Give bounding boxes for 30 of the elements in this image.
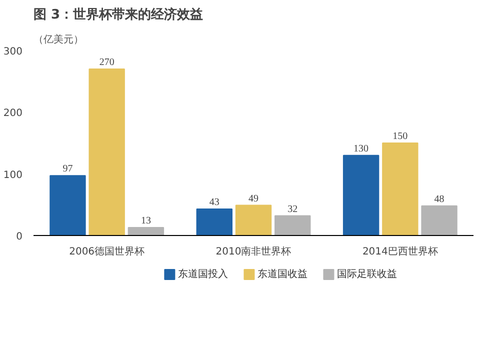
y-tick-label: 100 <box>3 170 23 181</box>
bar <box>88 68 125 236</box>
bar <box>342 154 380 236</box>
data-label: 130 <box>354 143 369 154</box>
legend-label: 东道国收益 <box>257 268 308 280</box>
x-tick-label: 2006德国世界杯 <box>69 246 145 258</box>
bar <box>50 175 86 236</box>
bar <box>235 204 272 236</box>
bar <box>421 205 458 236</box>
bar <box>196 208 232 236</box>
legend-label: 东道国投入 <box>178 268 228 280</box>
data-label: 97 <box>62 164 73 175</box>
data-label: 49 <box>248 193 258 204</box>
data-label: 43 <box>209 196 220 208</box>
data-label: 32 <box>288 204 298 215</box>
data-label: 48 <box>434 194 444 205</box>
y-tick-label: 0 <box>16 232 23 242</box>
data-label: 150 <box>392 131 408 142</box>
bar <box>274 215 311 236</box>
x-tick-label: 2014巴西世界杯 <box>362 246 438 258</box>
legend-label: 国际足联收益 <box>336 268 397 280</box>
data-label: 270 <box>99 57 114 68</box>
x-tick-label: 2010南非世界杯 <box>216 246 292 258</box>
y-tick-label: 200 <box>3 108 23 120</box>
bar <box>128 226 164 236</box>
chart-title: 图 3：世界杯带来的经济效益 <box>34 6 204 22</box>
data-label: 13 <box>140 215 151 226</box>
y-axis-title: （亿美元） <box>34 34 84 46</box>
y-tick-label: 300 <box>3 46 23 58</box>
bar <box>382 142 418 236</box>
